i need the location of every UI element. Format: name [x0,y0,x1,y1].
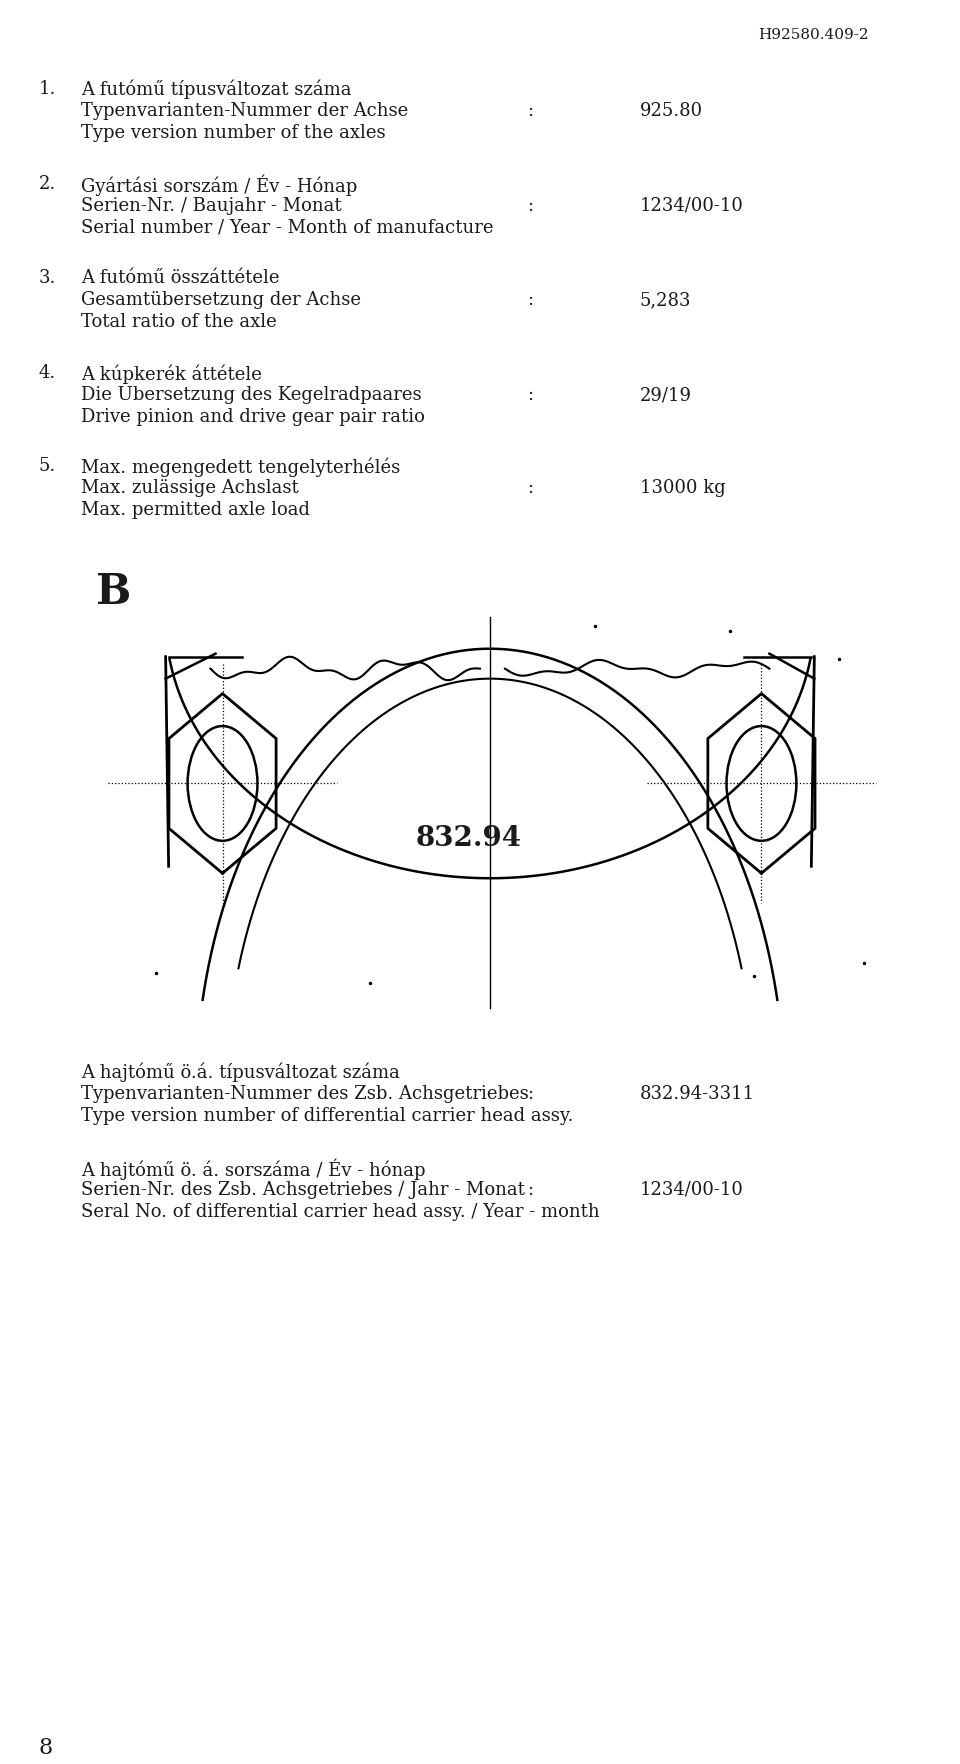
Text: 5.: 5. [39,457,56,475]
Text: :: : [527,196,533,215]
Text: 832.94: 832.94 [415,826,521,852]
Text: :: : [527,1180,533,1200]
Text: Gyártási sorszám / Év - Hónap: Gyártási sorszám / Év - Hónap [81,175,357,196]
Text: 832.94-3311: 832.94-3311 [639,1085,755,1102]
Text: 3.: 3. [39,270,57,288]
Text: A hajtómű ö.á. típusváltozat száma: A hajtómű ö.á. típusváltozat száma [81,1064,399,1083]
Text: A futómű összáttétele: A futómű összáttétele [81,270,279,288]
Text: 4.: 4. [39,365,56,383]
Text: H92580.409-2: H92580.409-2 [758,28,869,42]
Text: A futómű típusváltozat száma: A futómű típusváltozat száma [81,79,351,99]
Text: A kúpkerék áttétele: A kúpkerék áttétele [81,365,262,385]
Text: :: : [527,480,533,497]
Text: Serial number / Year - Month of manufacture: Serial number / Year - Month of manufact… [81,219,493,236]
Text: Typenvarianten-Nummer der Achse: Typenvarianten-Nummer der Achse [81,102,408,120]
Text: Typenvarianten-Nummer des Zsb. Achsgetriebes: Typenvarianten-Nummer des Zsb. Achsgetri… [81,1085,529,1102]
Text: 29/19: 29/19 [639,386,692,404]
Text: A hajtómű ö. á. sorszáma / Év - hónap: A hajtómű ö. á. sorszáma / Év - hónap [81,1159,425,1180]
Text: Type version number of the axles: Type version number of the axles [81,123,385,141]
Text: Max. permitted axle load: Max. permitted axle load [81,501,310,519]
Text: B: B [96,572,131,612]
Text: Die Ubersetzung des Kegelradpaares: Die Ubersetzung des Kegelradpaares [81,386,421,404]
Text: Max. zulässige Achslast: Max. zulässige Achslast [81,480,299,497]
Text: 925.80: 925.80 [639,102,703,120]
Text: Serien-Nr. des Zsb. Achsgetriebes / Jahr - Monat: Serien-Nr. des Zsb. Achsgetriebes / Jahr… [81,1180,525,1200]
Text: 1234/00-10: 1234/00-10 [639,1180,744,1200]
Text: 13000 kg: 13000 kg [639,480,726,497]
Text: 2.: 2. [39,175,56,192]
Text: Total ratio of the axle: Total ratio of the axle [81,314,276,332]
Text: :: : [527,1085,533,1102]
Text: :: : [527,291,533,309]
Text: 8: 8 [39,1736,53,1759]
Text: :: : [527,386,533,404]
Text: Max. megengedett tengelyterhélés: Max. megengedett tengelyterhélés [81,457,400,476]
Text: Type version number of differential carrier head assy.: Type version number of differential carr… [81,1106,573,1125]
Text: 1.: 1. [39,79,57,97]
Text: 1234/00-10: 1234/00-10 [639,196,744,215]
Text: :: : [527,102,533,120]
Text: Drive pinion and drive gear pair ratio: Drive pinion and drive gear pair ratio [81,407,424,427]
Text: Serien-Nr. / Baujahr - Monat: Serien-Nr. / Baujahr - Monat [81,196,342,215]
Text: 5,283: 5,283 [639,291,691,309]
Text: Gesamtübersetzung der Achse: Gesamtübersetzung der Achse [81,291,361,309]
Text: Seral No. of differential carrier head assy. / Year - month: Seral No. of differential carrier head a… [81,1203,599,1221]
